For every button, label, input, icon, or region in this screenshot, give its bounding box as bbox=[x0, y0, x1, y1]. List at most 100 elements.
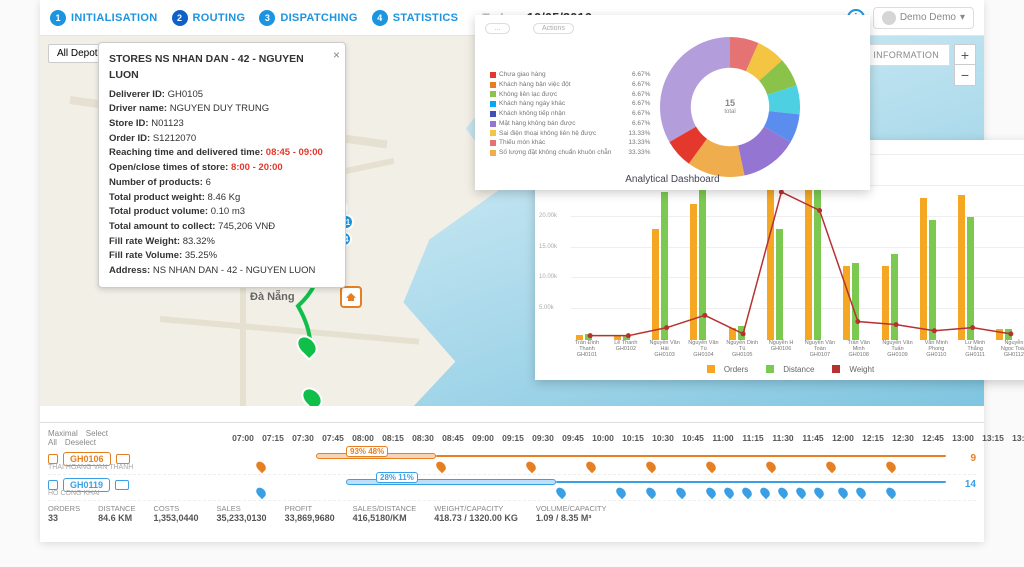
x-category: Nguyễn Văn TúGH0104 bbox=[687, 340, 719, 358]
x-category: Nguyễn Văn ToànGH0107 bbox=[804, 340, 836, 358]
popup-row: Fill rate Weight: 83.32% bbox=[109, 235, 335, 250]
timeline-track[interactable]: 93% 48%9 bbox=[166, 449, 976, 475]
x-category: Trần Đình ThanhGH0101 bbox=[571, 340, 603, 358]
checkbox-icon[interactable] bbox=[48, 480, 58, 490]
timeline-row[interactable]: GH0106THAI HOANG VAN THANH93% 48%9 bbox=[48, 449, 976, 475]
stop-pin[interactable] bbox=[823, 458, 839, 474]
stop-pin[interactable] bbox=[673, 484, 689, 500]
bar-group[interactable] bbox=[729, 326, 745, 340]
timeline-track[interactable]: 28% 11%14 bbox=[166, 475, 976, 501]
timeline-header: MaximalSelect AllDeselect 07:0007:1507:3… bbox=[48, 427, 976, 449]
stop-pin[interactable] bbox=[757, 484, 773, 500]
time-tick: 07:30 bbox=[288, 433, 318, 443]
donut-chart: 15 total bbox=[660, 37, 800, 177]
x-category: Lư Minh ThắngGH0111 bbox=[959, 340, 991, 358]
user-menu[interactable]: Demo Demo ▾ bbox=[873, 7, 974, 29]
stat-costs: COSTS1,353,0440 bbox=[153, 504, 198, 523]
time-tick: 10:30 bbox=[648, 433, 678, 443]
popup-title: STORES NS NHAN DAN - 42 - NGUYEN LUON bbox=[109, 51, 335, 84]
stop-pin[interactable] bbox=[721, 484, 737, 500]
stop-pin[interactable] bbox=[643, 484, 659, 500]
truck-icon bbox=[116, 454, 130, 464]
time-tick: 12:30 bbox=[888, 433, 918, 443]
donut-legend: Chưa giao hàng6.67%Khách hàng bận việc đ… bbox=[490, 70, 650, 158]
donut-actions-btn[interactable]: Actions bbox=[533, 23, 574, 34]
time-tick: 08:30 bbox=[408, 433, 438, 443]
stop-pin[interactable] bbox=[793, 484, 809, 500]
timeline-control-maximal[interactable]: Maximal bbox=[48, 429, 78, 438]
segment-label: 28% 11% bbox=[376, 472, 418, 483]
stop-pin[interactable] bbox=[763, 458, 779, 474]
timeline-times: 07:0007:1507:3007:4508:0008:1508:3008:45… bbox=[228, 433, 1024, 443]
x-category: Trần Văn MinhGH0108 bbox=[843, 340, 875, 358]
nav-step-initialisation[interactable]: 1INITIALISATION bbox=[50, 10, 158, 26]
bar-group[interactable] bbox=[690, 189, 706, 340]
checkbox-icon[interactable] bbox=[48, 454, 58, 464]
bar-legend: OrdersDistanceWeight bbox=[535, 365, 1024, 376]
x-category: Nguyễn Ngọc ToànGH0112 bbox=[998, 340, 1024, 358]
timeline-stats: ORDERS33DISTANCE84.6 KMCOSTS1,353,0440SA… bbox=[48, 501, 976, 523]
timeline-row[interactable]: GH0119HO CONG KHAI28% 11%14 bbox=[48, 475, 976, 501]
bar-group[interactable] bbox=[843, 263, 859, 340]
time-tick: 07:15 bbox=[258, 433, 288, 443]
time-tick: 10:15 bbox=[618, 433, 648, 443]
donut-title: Analytical Dashboard bbox=[475, 174, 870, 185]
depot-icon[interactable] bbox=[340, 286, 362, 308]
stop-pin[interactable] bbox=[883, 458, 899, 474]
popup-row: Reaching time and delivered time: 08:45 … bbox=[109, 146, 335, 161]
stop-pin[interactable] bbox=[703, 458, 719, 474]
stop-pin[interactable] bbox=[433, 458, 449, 474]
bar-group[interactable] bbox=[652, 192, 668, 340]
donut-mini-btn[interactable]: … bbox=[485, 23, 510, 34]
legend-item: Số lượng đặt không chuẩn khuôn chẵn33.33… bbox=[490, 148, 650, 158]
time-tick: 09:30 bbox=[528, 433, 558, 443]
zoom-out-button[interactable]: − bbox=[955, 65, 975, 85]
bar-group[interactable] bbox=[996, 329, 1012, 340]
time-tick: 12:00 bbox=[828, 433, 858, 443]
stop-pin[interactable] bbox=[523, 458, 539, 474]
legend-item: Sai điện thoại không liên hệ được13.33% bbox=[490, 129, 650, 139]
bar-group[interactable] bbox=[920, 198, 936, 340]
timeline-panel: MaximalSelect AllDeselect 07:0007:1507:3… bbox=[40, 422, 984, 542]
legend-item: Không liên lạc được6.67% bbox=[490, 90, 650, 100]
popup-row: Number of products: 6 bbox=[109, 176, 335, 191]
close-icon[interactable]: × bbox=[333, 46, 340, 65]
bar-group[interactable] bbox=[958, 195, 974, 340]
bar-group[interactable] bbox=[882, 254, 898, 340]
stop-pin[interactable] bbox=[253, 458, 269, 474]
time-tick: 12:15 bbox=[858, 433, 888, 443]
time-tick: 09:00 bbox=[468, 433, 498, 443]
popup-row: Deliverer ID: GH0105 bbox=[109, 88, 335, 103]
stop-pin[interactable] bbox=[739, 484, 755, 500]
stop-pin[interactable] bbox=[643, 458, 659, 474]
driver-name: THAI HOANG VAN THANH bbox=[48, 464, 166, 471]
popup-row: Address: NS NHAN DAN - 42 - NGUYEN LUON bbox=[109, 264, 335, 279]
bar-group[interactable] bbox=[805, 167, 821, 340]
stop-pin[interactable] bbox=[253, 484, 269, 500]
stat-orders: ORDERS33 bbox=[48, 504, 80, 523]
bar-group[interactable] bbox=[767, 180, 783, 340]
stop-pin[interactable] bbox=[811, 484, 827, 500]
stop-pin[interactable] bbox=[835, 484, 851, 500]
step-label: STATISTICS bbox=[393, 12, 459, 24]
x-category: Văn Minh PhongGH0110 bbox=[920, 340, 952, 358]
stop-pin[interactable] bbox=[703, 484, 719, 500]
zoom-control: + − bbox=[954, 44, 976, 86]
stop-pin[interactable] bbox=[583, 458, 599, 474]
stop-pin[interactable] bbox=[853, 484, 869, 500]
legend-item: Thiếu món khác13.33% bbox=[490, 138, 650, 148]
nav-step-dispatching[interactable]: 3DISPATCHING bbox=[259, 10, 357, 26]
time-tick: 09:45 bbox=[558, 433, 588, 443]
nav-step-routing[interactable]: 2ROUTING bbox=[172, 10, 246, 26]
stop-pin[interactable] bbox=[553, 484, 569, 500]
avatar-icon bbox=[882, 11, 896, 25]
x-category: Nguyễn HGH0106 bbox=[765, 340, 797, 358]
time-tick: 07:45 bbox=[318, 433, 348, 443]
zoom-in-button[interactable]: + bbox=[955, 45, 975, 65]
stop-pin[interactable] bbox=[613, 484, 629, 500]
stop-pin[interactable] bbox=[775, 484, 791, 500]
stat-distance: DISTANCE84.6 KM bbox=[98, 504, 135, 523]
nav-step-statistics[interactable]: 4STATISTICS bbox=[372, 10, 459, 26]
stop-pin[interactable] bbox=[883, 484, 899, 500]
timeline-control-deselect[interactable]: Deselect bbox=[65, 438, 96, 447]
